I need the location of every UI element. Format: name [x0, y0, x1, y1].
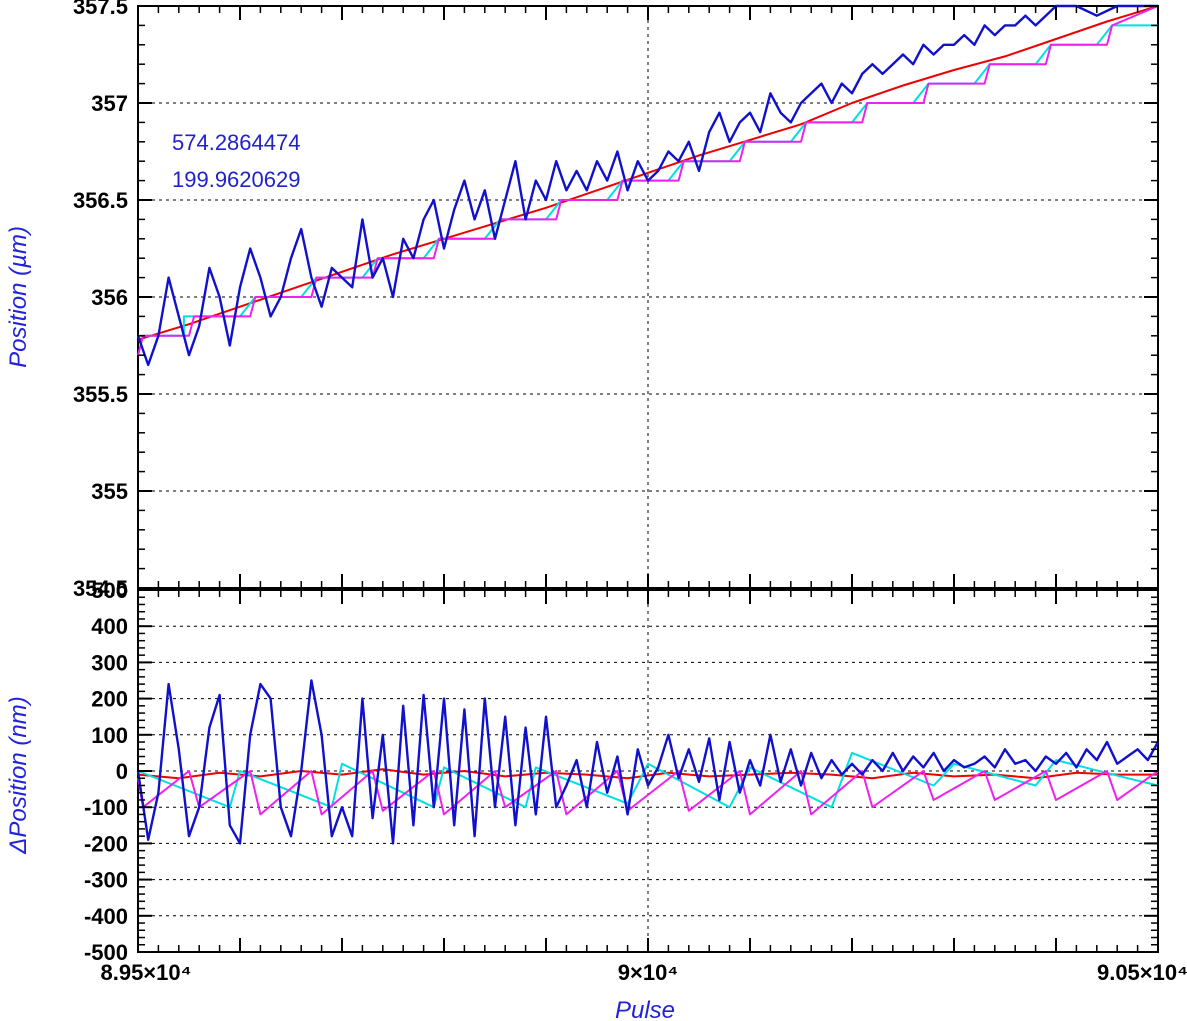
x-tick-label: 9×10⁴ — [618, 960, 678, 985]
bottom-y-tick-label: -400 — [84, 904, 128, 929]
bottom-y-tick-label: 200 — [91, 687, 128, 712]
top-y-tick-label: 357.5 — [73, 0, 128, 19]
bottom-y-tick-label: 500 — [91, 578, 128, 603]
bottom-y-tick-label: -200 — [84, 831, 128, 856]
bottom-y-tick-label: -300 — [84, 868, 128, 893]
top-y-tick-label: 357 — [91, 91, 128, 116]
top-y-tick-label: 356.5 — [73, 188, 128, 213]
bottom-y-axis-title: ΔPosition (nm) — [5, 696, 32, 854]
bottom-ticks: -500 -400 -300 -200 -100 0 100 200 300 400 500 8.95… — [84, 578, 1187, 985]
bottom-panel: -500 -400 -300 -200 -100 0 100 200 300 400 500 8.95… — [5, 578, 1187, 1021]
bottom-series-line-2 — [137, 751, 1159, 809]
annotation-line-2: 199.9620629 — [172, 167, 300, 192]
bottom-y-tick-label: -500 — [84, 940, 128, 965]
top-y-axis-title: Position (µm) — [5, 226, 32, 368]
top-grid — [138, 6, 1158, 588]
x-axis-title: Pulse — [615, 997, 675, 1021]
bottom-y-tick-label: 100 — [91, 723, 128, 748]
top-y-bottom-tick-label: 354.5 — [73, 576, 128, 601]
bottom-grid — [138, 590, 1158, 952]
top-ticks: 355 355.5 356 356.5 357 357.5 354.5 — [73, 0, 1159, 601]
annotation-line-1: 574.2864474 — [172, 130, 300, 155]
top-series-line-1 — [137, 5, 1159, 341]
bottom-y-tick-label: -100 — [84, 795, 128, 820]
top-y-tick-label: 356 — [91, 285, 128, 310]
bottom-series-line-1 — [137, 768, 1158, 780]
bottom-series — [136, 679, 1160, 845]
top-y-tick-label: 355 — [91, 479, 128, 504]
bottom-y-tick-label: 300 — [91, 650, 128, 675]
top-panel: 355 355.5 356 356.5 357 357.5 354.5 Position (… — [5, 0, 1159, 601]
x-tick-label: 8.95×10⁴ — [100, 960, 191, 985]
bottom-plot-frame — [137, 589, 1159, 953]
x-tick-label: 9.05×10⁴ — [1097, 960, 1187, 985]
top-series-line-4 — [136, 4, 1158, 367]
top-y-tick-label: 355.5 — [73, 382, 128, 407]
top-series-line-3 — [137, 5, 1159, 356]
bottom-y-tick-label: 0 — [116, 759, 128, 784]
bottom-y-tick-label: 400 — [91, 614, 128, 639]
bottom-series-line-4 — [136, 679, 1160, 845]
top-series — [136, 4, 1159, 367]
